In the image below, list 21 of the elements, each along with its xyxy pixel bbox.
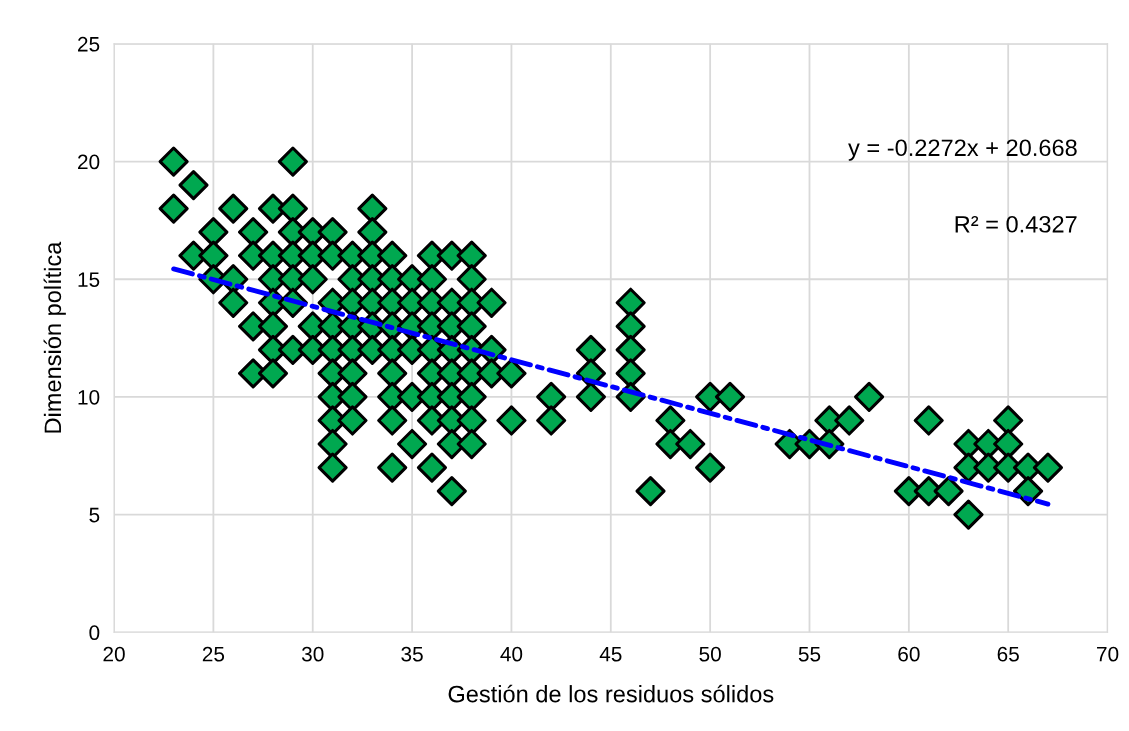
x-tick-label: 55	[798, 646, 821, 662]
x-tick-label: 30	[301, 646, 324, 662]
x-tick-label: 40	[500, 646, 523, 662]
x-tick-label: 25	[202, 646, 225, 662]
annotation: y = -0.2272x + 20.668	[848, 139, 1077, 161]
x-axis-title: Gestión de los residuos sólidos	[448, 684, 774, 703]
y-tick-label: 15	[78, 272, 100, 287]
x-tick-label: 60	[898, 646, 920, 662]
x-tick-label: 35	[401, 646, 423, 662]
x-tick-label: 45	[599, 646, 622, 662]
annotation: R² = 0.4327	[955, 215, 1077, 233]
y-axis-title: Dimensión política	[43, 241, 66, 433]
y-tick-label: 20	[78, 154, 100, 170]
x-tick-label: 50	[699, 646, 721, 662]
y-tick-label: 5	[89, 507, 100, 523]
x-tick-label: 65	[997, 646, 1019, 662]
x-tick-label: 70	[1097, 646, 1119, 662]
y-tick-label: 10	[78, 389, 100, 405]
x-tick-label: 20	[103, 646, 125, 662]
y-tick-label: 25	[78, 36, 100, 52]
y-tick-label: 0	[89, 625, 100, 641]
